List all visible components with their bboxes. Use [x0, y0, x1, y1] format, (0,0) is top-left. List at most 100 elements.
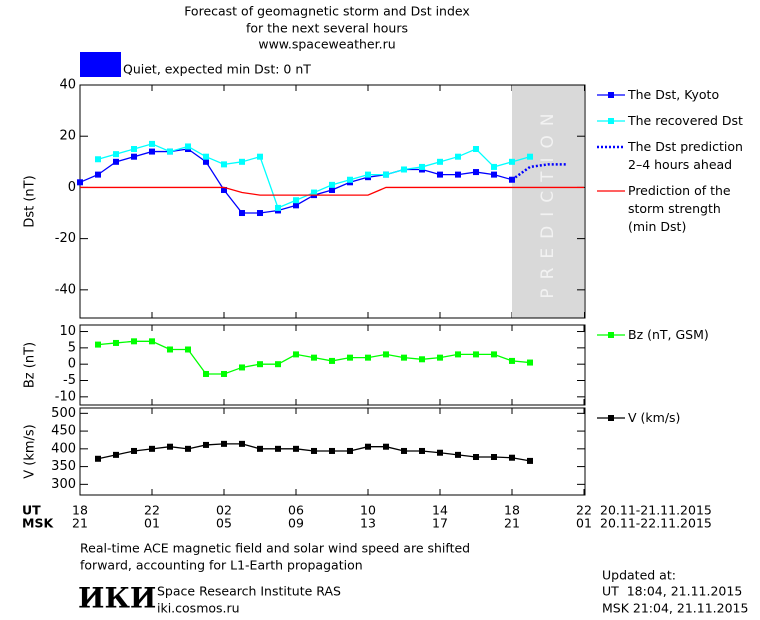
- x-tick-label-msk: 13: [360, 516, 376, 531]
- series-marker: [113, 451, 119, 458]
- series-marker: [131, 447, 137, 454]
- series-marker: [167, 148, 173, 155]
- series-marker: [275, 445, 281, 452]
- status: Quiet, expected min Dst: 0 nT: [123, 62, 311, 77]
- series-marker: [131, 146, 137, 153]
- series-marker: [527, 153, 533, 160]
- y-tick-label: 40: [59, 78, 76, 93]
- y-axis-label: Dst (nT): [23, 175, 38, 227]
- series-marker: [419, 356, 425, 363]
- series-marker: [347, 176, 353, 183]
- title-line: Forecast of geomagnetic storm and Dst in…: [184, 4, 470, 19]
- x-tick-label-ut: 10: [360, 503, 376, 518]
- series-marker: [95, 171, 101, 178]
- series-marker: [239, 210, 245, 217]
- y-tick-label: 0: [68, 180, 76, 195]
- x-tick-label-ut: 22: [576, 503, 592, 518]
- prediction-region: [512, 85, 584, 318]
- title-line: www.spaceweather.ru: [258, 37, 395, 52]
- legend-label: The recovered Dst: [627, 113, 743, 128]
- series-marker: [473, 454, 479, 461]
- series-marker: [275, 204, 281, 211]
- series-marker: [509, 454, 515, 461]
- series-marker: [329, 186, 335, 193]
- plot-frame: [79, 84, 586, 319]
- series-marker: [239, 440, 245, 447]
- series-marker: [311, 354, 317, 361]
- series-marker: [167, 443, 173, 450]
- series-marker: [491, 351, 497, 358]
- series-marker: [203, 370, 209, 377]
- y-tick-label: -40: [55, 282, 76, 297]
- series-marker: [401, 447, 407, 454]
- y-tick-label: 350: [51, 459, 76, 474]
- series-marker: [383, 443, 389, 450]
- legend-marker: [608, 118, 614, 124]
- series-marker: [95, 156, 101, 163]
- updated-label: Updated at:: [602, 568, 676, 583]
- series-marker: [149, 148, 155, 155]
- series-marker: [473, 146, 479, 153]
- series-marker: [437, 158, 443, 165]
- series-marker: [95, 455, 101, 462]
- legend-label: The Dst prediction 2–4 hours ahead: [627, 139, 743, 172]
- series-marker: [311, 189, 317, 196]
- series-marker: [185, 143, 191, 150]
- legend-marker: [608, 92, 614, 98]
- series-marker: [527, 359, 533, 366]
- y-tick-label: 500: [51, 406, 76, 421]
- legend-marker: [608, 332, 614, 338]
- series-marker: [419, 163, 425, 170]
- series-marker: [167, 346, 173, 353]
- site: iki.cosmos.ru: [157, 601, 240, 616]
- series-marker: [437, 449, 443, 456]
- series-marker: [491, 163, 497, 170]
- x-tick-label-ut: 02: [216, 503, 232, 518]
- y-tick-label: 300: [51, 477, 76, 492]
- series-marker: [113, 339, 119, 346]
- series-marker: [473, 169, 479, 176]
- series-marker: [455, 351, 461, 358]
- series-marker: [221, 440, 227, 447]
- series-marker: [185, 445, 191, 452]
- series-marker: [491, 454, 497, 461]
- note-line: Real-time ACE magnetic field and solar w…: [80, 541, 470, 556]
- series-marker: [329, 447, 335, 454]
- y-axis-label: Bz (nT): [23, 342, 38, 388]
- ut-label: UT: [22, 503, 41, 518]
- series-marker: [437, 171, 443, 178]
- x-tick-label-ut: 18: [72, 503, 88, 518]
- y-tick-label: 0: [68, 357, 76, 372]
- plot-frame: [79, 324, 586, 406]
- x-tick-label-msk: 21: [72, 516, 88, 531]
- ut-range: 20.11-21.11.2015: [600, 503, 712, 518]
- series-marker: [131, 153, 137, 160]
- series-marker: [383, 171, 389, 178]
- legend-marker: [608, 415, 614, 421]
- x-tick-label-ut: 06: [288, 503, 304, 518]
- x-tick-label-msk: 09: [288, 516, 304, 531]
- series-marker: [149, 140, 155, 147]
- series-marker: [527, 457, 533, 464]
- y-axis-label: V (km/s): [23, 424, 38, 479]
- series-marker: [257, 210, 263, 217]
- x-tick-label-msk: 21: [504, 516, 520, 531]
- series-marker: [149, 445, 155, 452]
- y-tick-label: 20: [59, 129, 76, 144]
- x-tick-label-ut: 22: [144, 503, 160, 518]
- x-tick-label-msk: 01: [576, 516, 592, 531]
- series-marker: [473, 351, 479, 358]
- prediction-label: PREDICTION: [538, 104, 558, 298]
- series-marker: [131, 338, 137, 345]
- y-tick-label: -20: [55, 231, 76, 246]
- series-marker: [401, 166, 407, 173]
- x-tick-label-msk: 17: [432, 516, 448, 531]
- series-marker: [401, 354, 407, 361]
- series-marker: [203, 441, 209, 448]
- msk-range: 20.11-22.11.2015: [600, 516, 712, 531]
- series-marker: [293, 351, 299, 358]
- series-marker: [257, 361, 263, 368]
- y-tick-label: 10: [59, 324, 76, 339]
